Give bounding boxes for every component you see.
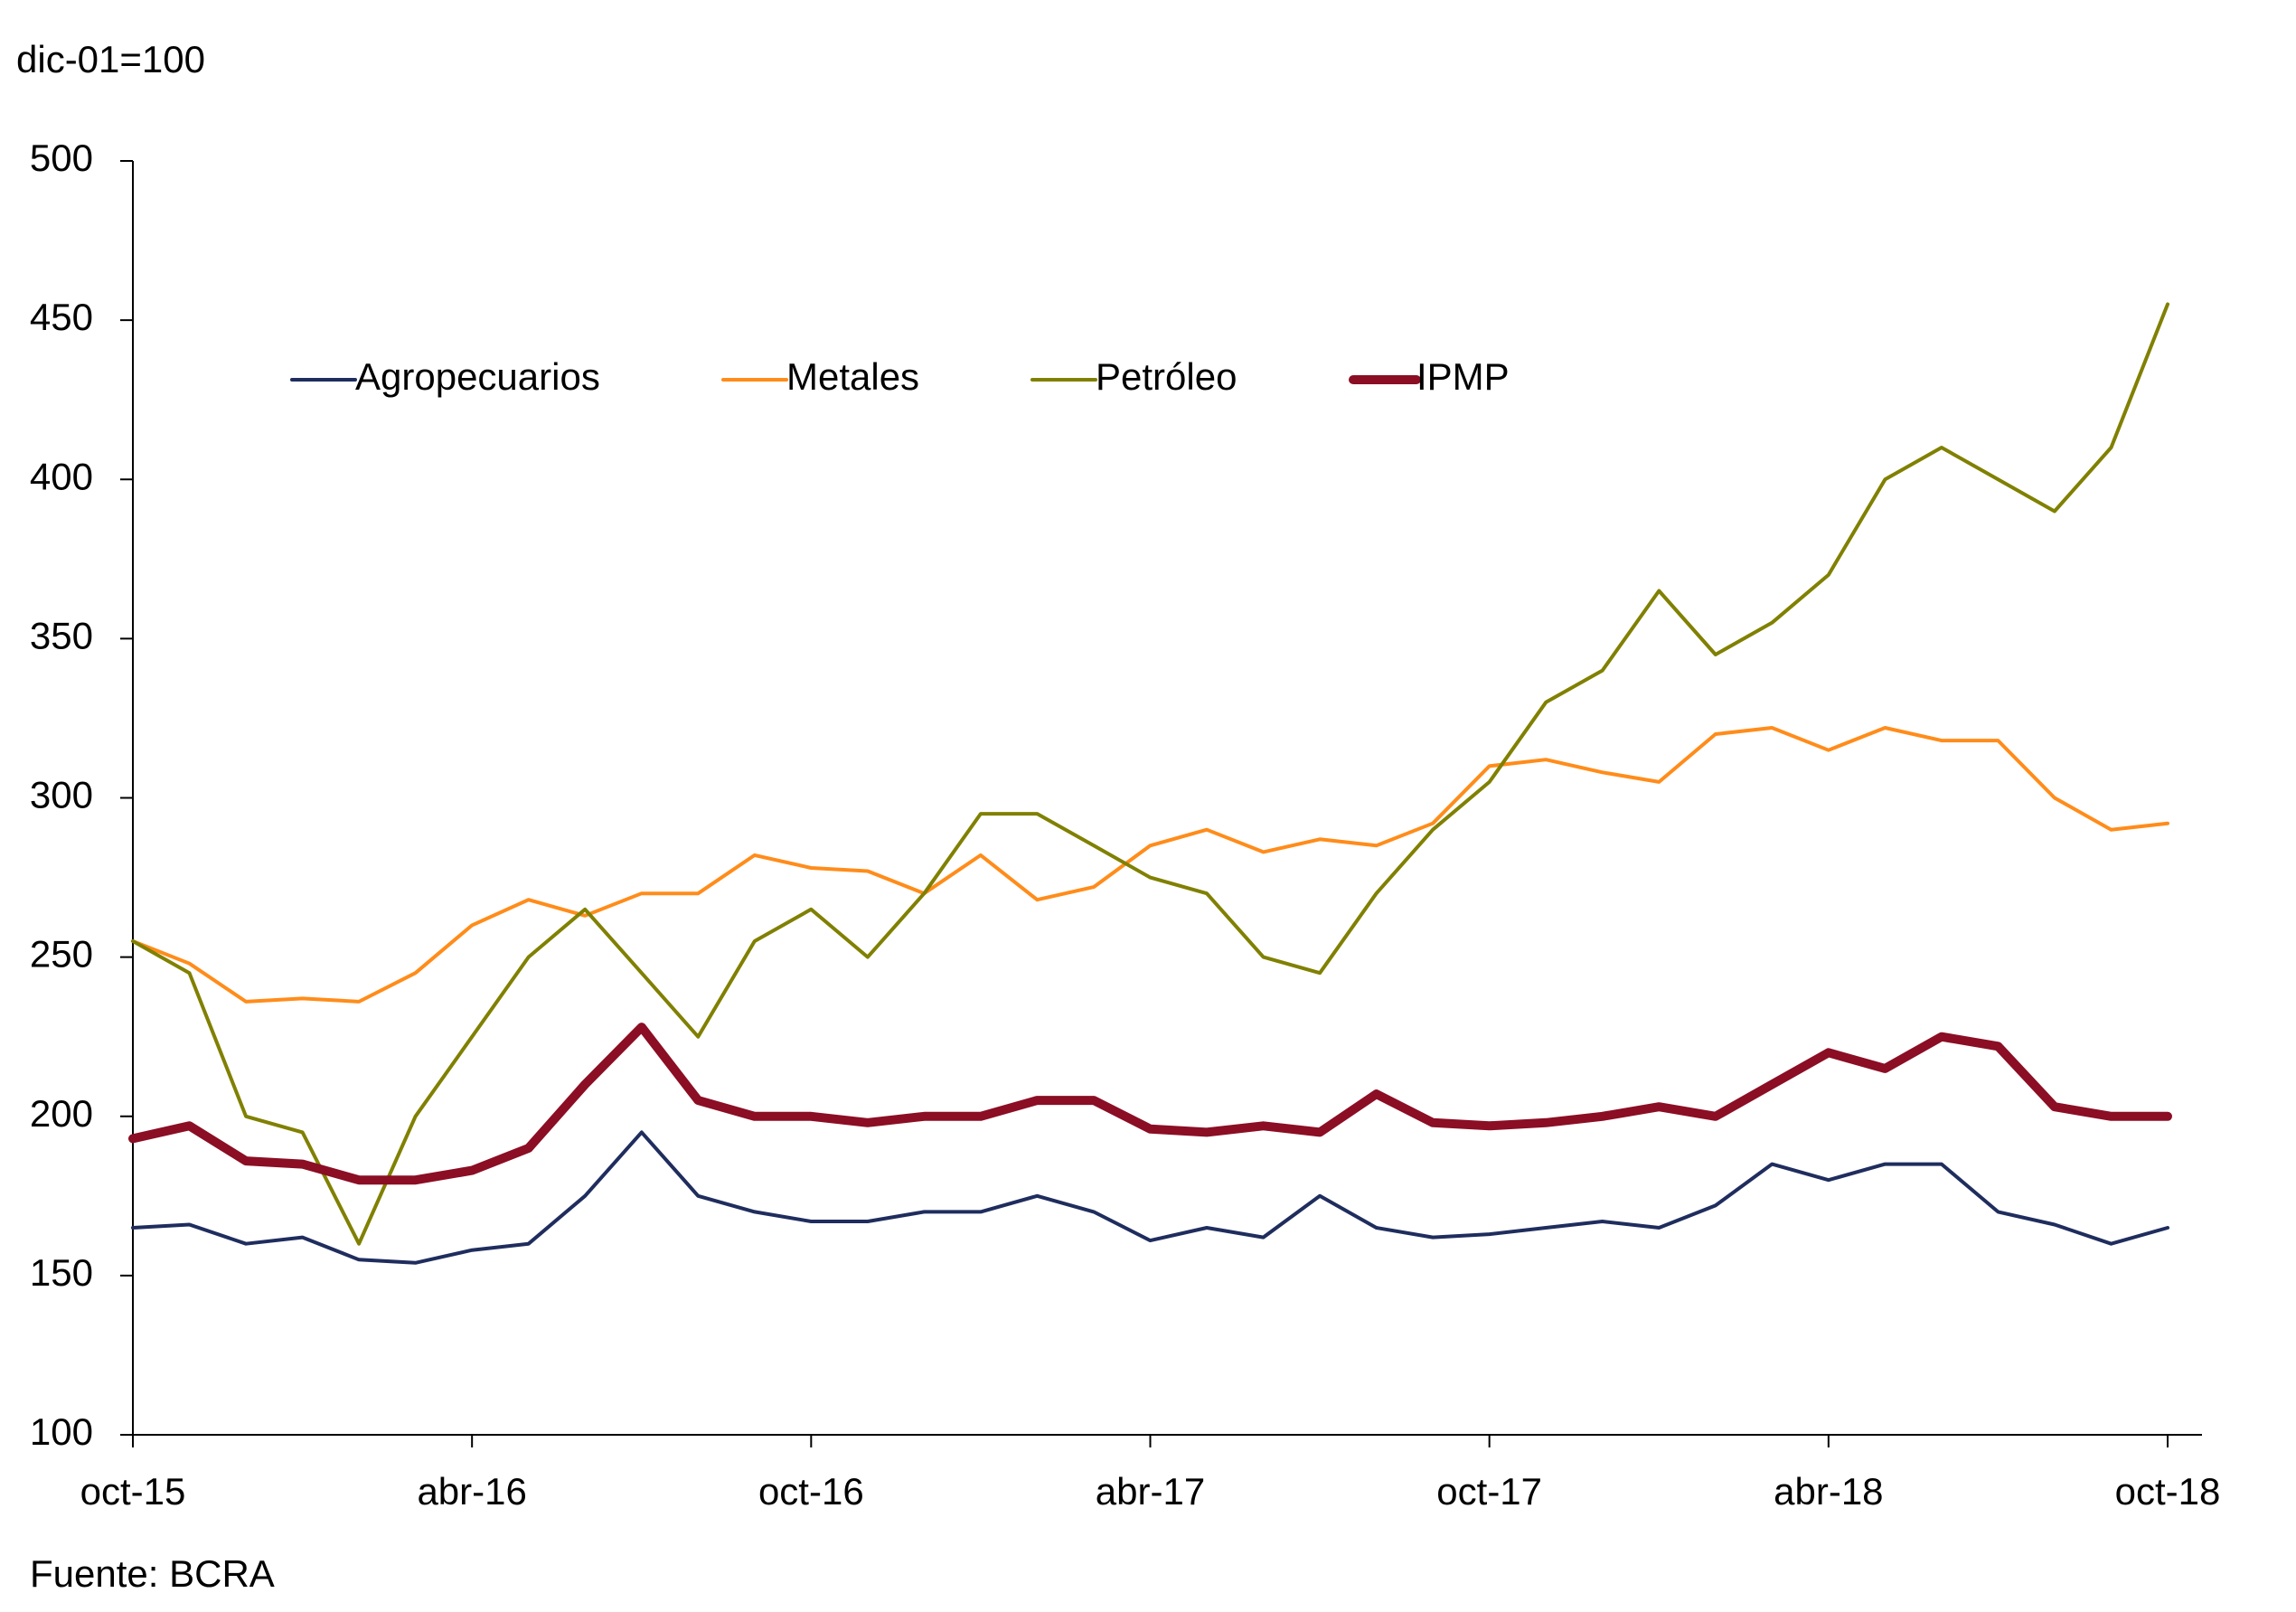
y-tick-label: 100 — [30, 1410, 93, 1453]
y-tick-label: 150 — [30, 1251, 93, 1294]
series-line — [131, 1130, 2169, 1265]
source-note: Fuente: BCRA — [30, 1552, 275, 1595]
series-line — [131, 302, 2169, 1246]
x-tick-label: oct-15 — [80, 1470, 186, 1513]
legend-label: Metales — [786, 355, 919, 398]
y-tick-label: 500 — [30, 137, 93, 179]
legend-label: Petróleo — [1096, 355, 1237, 398]
x-tick-label: oct-18 — [2115, 1470, 2221, 1513]
y-tick-label: 200 — [30, 1092, 93, 1135]
y-tick-label: 250 — [30, 933, 93, 976]
legend-label: IPMP — [1416, 355, 1510, 398]
legend-label: Agropecuarios — [355, 355, 600, 398]
chart-title: dic-01=100 — [16, 38, 205, 80]
series-line — [128, 1023, 2172, 1185]
x-tick-label: abr-18 — [1774, 1470, 1883, 1513]
x-tick-label: abr-17 — [1096, 1470, 1205, 1513]
x-tick-label: oct-17 — [1436, 1470, 1542, 1513]
y-tick-label: 400 — [30, 455, 93, 497]
series-line — [131, 726, 2169, 1004]
y-tick-label: 350 — [30, 614, 93, 656]
x-tick-label: abr-16 — [417, 1470, 526, 1513]
y-tick-label: 300 — [30, 774, 93, 816]
y-tick-label: 450 — [30, 296, 93, 338]
x-tick-label: oct-16 — [758, 1470, 864, 1513]
